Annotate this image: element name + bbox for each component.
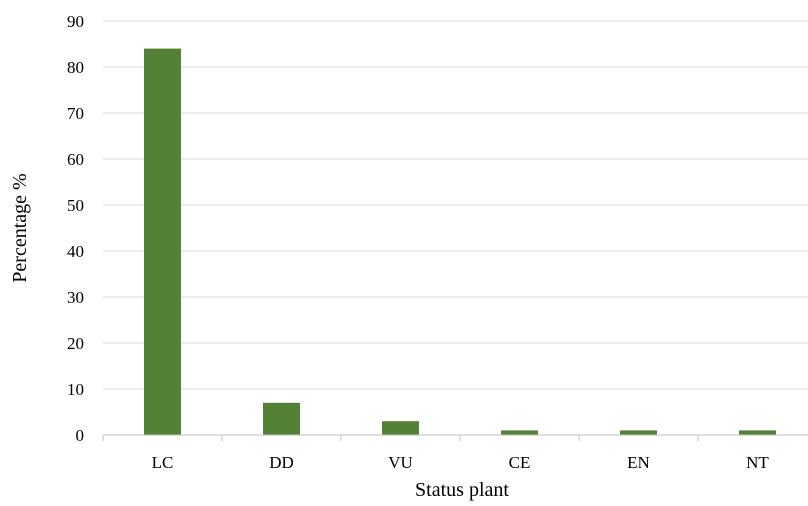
y-tick-label: 0 [76,426,85,445]
y-tick-labels: 0 10 20 30 40 50 60 70 80 90 [67,12,84,445]
bar-dd [263,402,300,435]
x-axis-title: Status plant [415,479,509,501]
y-axis-title: Percentage % [9,173,31,282]
bar-nt [739,430,776,435]
x-tick-label: VU [388,453,413,472]
gridlines [103,20,808,390]
y-tick-label: 60 [67,150,84,169]
y-tick-label: 50 [67,196,84,215]
y-tick-label: 70 [67,104,84,123]
y-tick-label: 20 [67,334,84,353]
bar-vu [382,421,419,435]
axes [102,434,808,441]
bar-lc [144,48,181,435]
x-tick-label: CE [509,453,531,472]
y-tick-label: 30 [67,288,84,307]
y-tick-label: 80 [67,58,84,77]
x-tick-label: LC [152,453,174,472]
y-tick-label: 40 [67,242,84,261]
x-tick-label: EN [627,453,650,472]
y-tick-label: 90 [67,12,84,31]
x-tick-label: NT [746,453,769,472]
x-tick-labels: LC DD VU CE EN NT [152,453,770,472]
y-tick-label: 10 [67,380,84,399]
bars [144,48,776,435]
x-tick-label: DD [269,453,294,472]
bar-en [620,430,657,435]
bar-ce [501,430,538,435]
